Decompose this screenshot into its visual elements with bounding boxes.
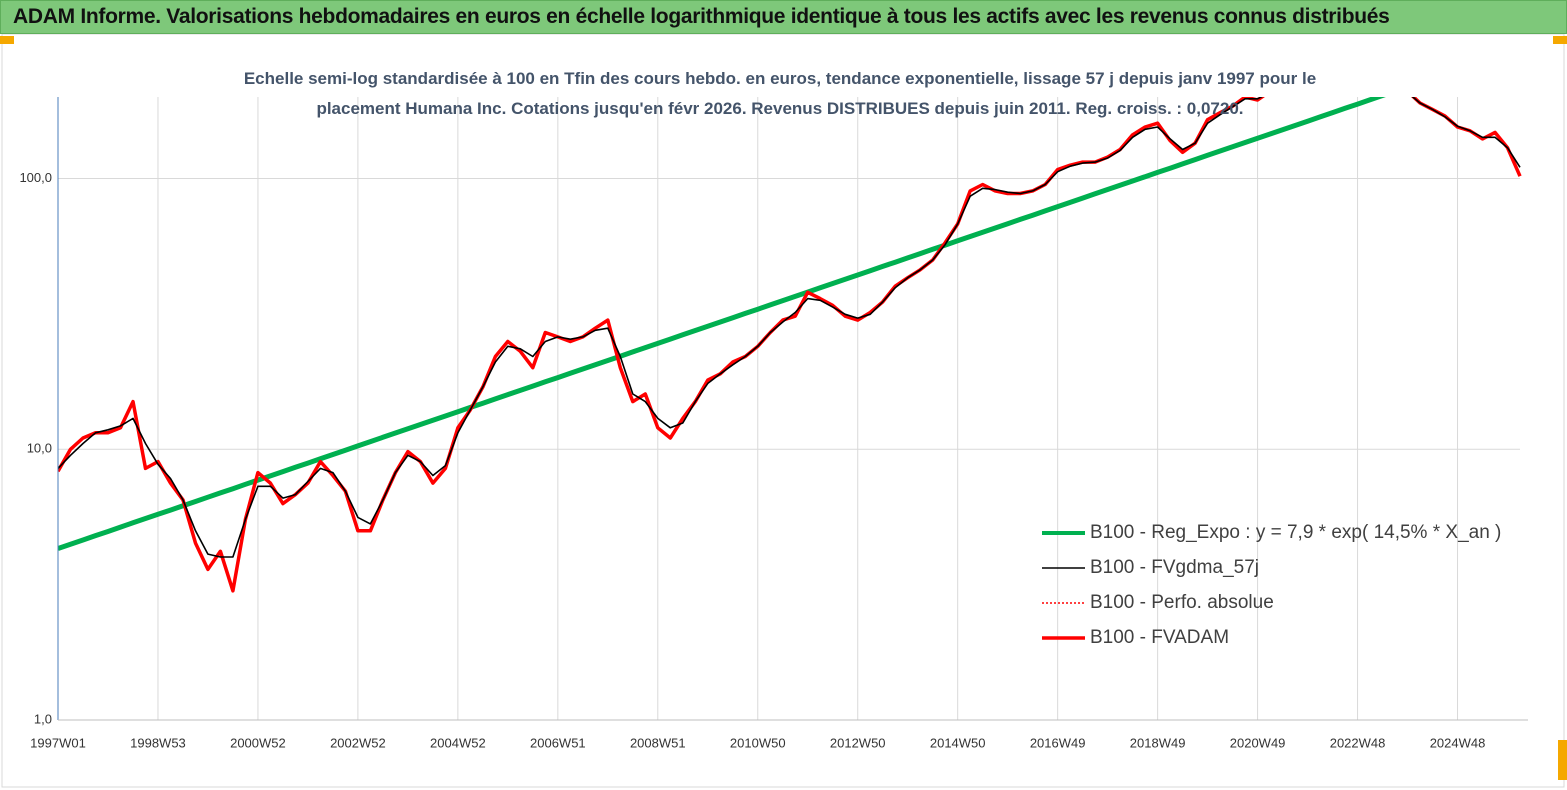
series-line: [58, 97, 1386, 551]
x-tick-label: 2020W49: [1230, 735, 1286, 750]
series-line: [58, 97, 1522, 593]
x-tick-label: 2016W49: [1030, 735, 1086, 750]
plot: [58, 97, 1522, 593]
x-tick-label: 1997W01: [30, 735, 86, 750]
y-tick-label: 10,0: [27, 441, 52, 456]
x-tick-label: 2014W50: [930, 735, 986, 750]
corner: [1553, 36, 1567, 44]
x-tick-label: 2018W49: [1130, 735, 1186, 750]
x-tick-label: 2008W51: [630, 735, 686, 750]
x-tick-label: 2002W52: [330, 735, 386, 750]
x-tick-label: 2004W52: [430, 735, 486, 750]
legend-label: B100 - Perfo. absolue: [1090, 592, 1274, 613]
series-line: [58, 97, 1521, 558]
header: ADAM Informe. Valorisations hebdomadaire…: [0, 0, 1567, 34]
x-tick-label: 2022W48: [1330, 735, 1386, 750]
x-tick-label: 1998W53: [130, 735, 186, 750]
series-line: [58, 97, 1521, 592]
axes: 1,0 10,0 100,0 1997W01 1998W53 2000W52 2002W52…: [19, 97, 1528, 750]
x-tick-label: 2012W50: [830, 735, 886, 750]
chart-title: ADAM Informe. Valorisations hebdomadaire…: [13, 5, 1390, 28]
x-tick-label: 2024W48: [1430, 735, 1486, 750]
corner: [0, 36, 14, 44]
y-tick-label: 100,0: [19, 170, 52, 185]
legend: B100 - Reg_Expo : y = 7,9 * exp( 14,5% *…: [1042, 522, 1501, 648]
grid: [57, 97, 1520, 721]
y-tick-label: 1,0: [34, 711, 52, 726]
x-tick-label: 2010W50: [730, 735, 786, 750]
legend-label: B100 - FVADAM: [1090, 627, 1229, 648]
x-tick-label: 2006W51: [530, 735, 586, 750]
legend-label: B100 - FVgdma_57j: [1090, 557, 1259, 578]
legend-label: B100 - Reg_Expo : y = 7,9 * exp( 14,5% *…: [1090, 522, 1501, 543]
x-tick-label: 2000W52: [230, 735, 286, 750]
frame: [1, 33, 1565, 788]
corner: [1558, 740, 1567, 780]
chart-subtitle: Echelle semi-log standardisée à 100 en T…: [243, 69, 1317, 118]
